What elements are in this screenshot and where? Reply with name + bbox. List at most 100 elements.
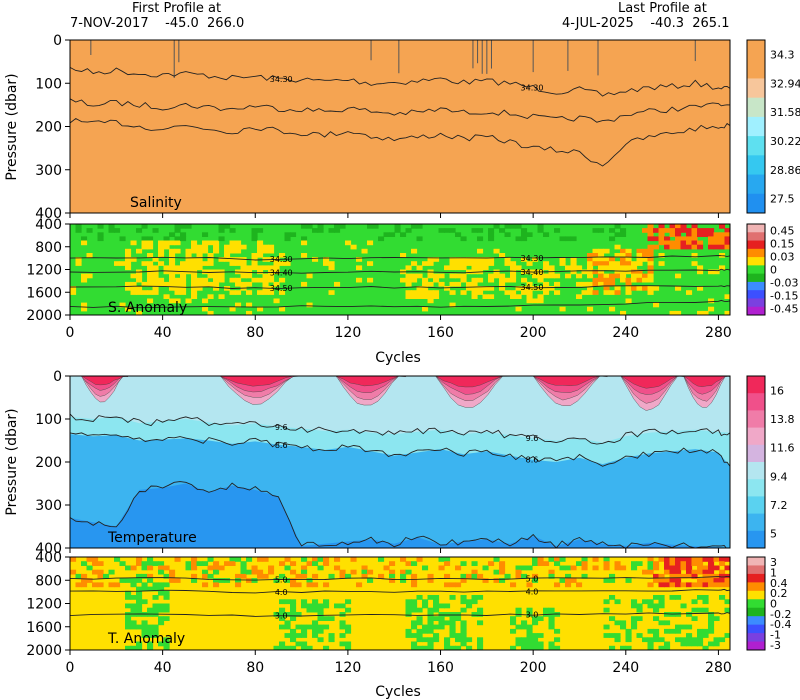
anomaly-cell xyxy=(702,569,709,575)
contour-label: 34.40 xyxy=(521,268,544,277)
anomaly-cell xyxy=(592,277,599,283)
anomaly-cell xyxy=(691,261,698,266)
anomaly-cell xyxy=(664,228,671,233)
anomaly-cell xyxy=(686,573,693,579)
anomaly-cell xyxy=(477,645,484,650)
anomaly-cell xyxy=(433,624,440,630)
anomaly-cell xyxy=(251,236,258,242)
anomaly-cell xyxy=(202,281,209,287)
anomaly-cell xyxy=(438,624,445,630)
anomaly-cell xyxy=(433,290,440,295)
anomaly-cell xyxy=(306,624,313,630)
anomaly-cell xyxy=(235,240,242,246)
anomaly-cell xyxy=(147,578,154,583)
anomaly-cell xyxy=(191,573,198,579)
colorbar-swatch xyxy=(747,496,765,515)
anomaly-cell xyxy=(515,286,522,291)
anomaly-cell xyxy=(548,265,555,271)
contour-line xyxy=(70,588,730,594)
anomaly-cell xyxy=(196,561,203,566)
anomaly-cell xyxy=(284,236,291,242)
anomaly-cell xyxy=(158,620,165,626)
anomaly-cell xyxy=(405,612,412,617)
anomaly-cell xyxy=(191,248,198,254)
anomaly-cell xyxy=(647,261,654,266)
anomaly-cell xyxy=(609,573,616,579)
anomaly-cell xyxy=(411,261,418,266)
anomaly-cell xyxy=(669,228,676,233)
anomaly-cell xyxy=(647,603,654,609)
anomaly-cell xyxy=(328,228,335,233)
anomaly-cell xyxy=(631,286,638,291)
anomaly-cell xyxy=(416,595,423,600)
anomaly-cell xyxy=(345,628,352,634)
first-profile-value: 7-NOV-2017 -45.0 266.0 xyxy=(70,16,244,31)
anomaly-cell xyxy=(614,224,621,229)
anomaly-cell xyxy=(169,232,176,237)
summer-warm-patch xyxy=(532,376,608,387)
anomaly-cell xyxy=(482,565,489,571)
x-tick-label: 200 xyxy=(520,660,547,676)
anomaly-cell xyxy=(449,633,456,638)
anomaly-cell xyxy=(488,277,495,283)
salinity-title: Salinity xyxy=(130,195,182,211)
anomaly-cell xyxy=(449,257,456,262)
anomaly-cell xyxy=(691,557,698,562)
anomaly-cell xyxy=(323,582,330,588)
anomaly-cell xyxy=(345,607,352,613)
anomaly-cell xyxy=(152,633,159,638)
anomaly-cell xyxy=(147,645,154,650)
anomaly-cell xyxy=(328,637,335,643)
anomaly-cell xyxy=(295,624,302,630)
anomaly-cell xyxy=(592,290,599,295)
anomaly-cell xyxy=(526,294,533,299)
x-tick-label: 280 xyxy=(705,325,732,341)
anomaly-cell xyxy=(284,599,291,605)
anomaly-cell xyxy=(411,633,418,638)
anomaly-cell xyxy=(713,578,720,583)
anomaly-cell xyxy=(136,641,143,647)
anomaly-cell xyxy=(339,569,346,575)
anomaly-cell xyxy=(680,573,687,579)
anomaly-cell xyxy=(675,624,682,630)
anomaly-cell xyxy=(603,273,610,279)
anomaly-cell xyxy=(691,616,698,621)
anomaly-cell xyxy=(647,232,654,237)
anomaly-cell xyxy=(647,628,654,634)
anomaly-cell xyxy=(471,286,478,291)
anomaly-cell xyxy=(136,612,143,617)
anomaly-cell xyxy=(290,578,297,583)
anomaly-cell xyxy=(119,261,126,266)
anomaly-cell xyxy=(334,603,341,609)
anomaly-cell xyxy=(174,248,181,254)
anomaly-cell xyxy=(713,616,720,621)
colorbar-swatch xyxy=(747,582,765,592)
anomaly-cell xyxy=(614,599,621,605)
anomaly-cell xyxy=(691,253,698,258)
anomaly-cell xyxy=(449,645,456,650)
anomaly-cell xyxy=(625,261,632,266)
anomaly-cell xyxy=(647,582,654,588)
anomaly-cell xyxy=(345,641,352,647)
anomaly-cell xyxy=(290,616,297,621)
anomaly-cell xyxy=(279,261,286,266)
anomaly-cell xyxy=(125,616,132,621)
anomaly-cell xyxy=(438,612,445,617)
anomaly-cell xyxy=(279,624,286,630)
anomaly-cell xyxy=(515,573,522,579)
anomaly-cell xyxy=(273,612,280,617)
anomaly-cell xyxy=(125,565,132,571)
anomaly-cell xyxy=(207,281,214,287)
anomaly-cell xyxy=(284,557,291,562)
anomaly-cell xyxy=(317,603,324,609)
anomaly-cell xyxy=(576,265,583,271)
anomaly-cell xyxy=(185,261,192,266)
contour-label: 9.6 xyxy=(526,434,539,443)
anomaly-cell xyxy=(653,578,660,583)
anomaly-cell xyxy=(559,578,566,583)
anomaly-cell xyxy=(163,607,170,613)
anomaly-cell xyxy=(169,281,176,287)
anomaly-cell xyxy=(719,595,726,600)
anomaly-cell xyxy=(664,578,671,583)
anomaly-cell xyxy=(202,573,209,579)
